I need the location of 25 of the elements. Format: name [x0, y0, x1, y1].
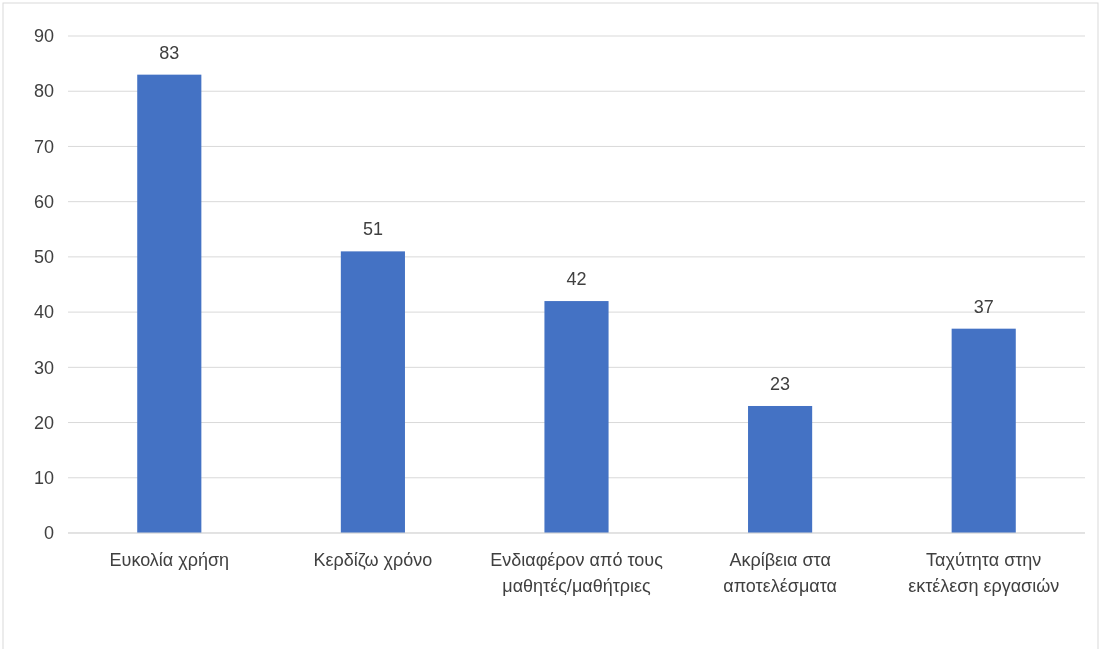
- data-label: 83: [159, 42, 180, 63]
- bar: [748, 405, 813, 533]
- bar: [340, 251, 405, 533]
- data-label: 37: [973, 296, 994, 317]
- y-tick-label: 30: [33, 357, 54, 378]
- y-tick-label: 70: [33, 136, 54, 157]
- bar: [137, 74, 202, 533]
- y-tick-label: 50: [33, 247, 54, 268]
- data-label: 42: [566, 269, 587, 290]
- bar: [544, 301, 609, 533]
- y-tick-label: 20: [33, 412, 54, 433]
- y-tick-label: 10: [33, 468, 54, 489]
- x-tick-label: Ευκολία χρήση: [109, 549, 230, 570]
- y-tick-label: 60: [33, 191, 54, 212]
- data-label: 23: [770, 373, 791, 394]
- y-tick-label: 90: [33, 26, 54, 47]
- x-tick-label: Ταχύτητα στην εκτέλεση εργασιών: [908, 549, 1060, 596]
- bar: [951, 328, 1016, 533]
- y-tick-label: 0: [43, 523, 54, 544]
- x-tick-label: Ακρίβεια στα αποτελέσματα: [723, 549, 837, 596]
- y-tick-label: 40: [33, 302, 54, 323]
- data-label: 51: [362, 219, 383, 240]
- x-tick-label: Ενδιαφέρον από τους μαθητές/μαθήτριες: [490, 549, 664, 596]
- x-tick-label: Κερδίζω χρόνο: [313, 549, 433, 570]
- y-tick-label: 80: [33, 81, 54, 102]
